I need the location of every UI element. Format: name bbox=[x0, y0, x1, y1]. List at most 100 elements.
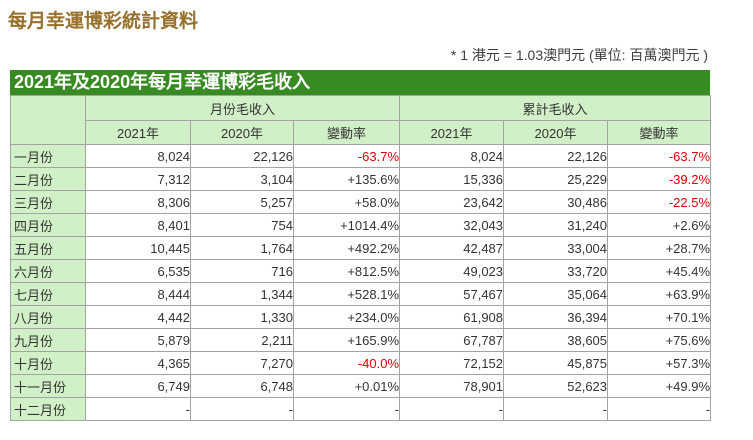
group-header-cumulative: 累計毛收入 bbox=[399, 95, 712, 121]
value-cell: 35,064 bbox=[503, 282, 609, 306]
value-cell: 72,152 bbox=[399, 351, 505, 375]
year-header: 2021年 bbox=[85, 120, 191, 145]
value-cell: 8,306 bbox=[85, 190, 191, 214]
value-cell: - bbox=[399, 397, 505, 421]
value-cell: 3,104 bbox=[190, 167, 294, 191]
value-cell: 8,401 bbox=[85, 213, 191, 237]
value-cell: 15,336 bbox=[399, 167, 505, 191]
value-cell: 33,720 bbox=[503, 259, 609, 283]
table-row: 十二月份 - - - - - - bbox=[10, 397, 712, 421]
value-cell: 6,749 bbox=[85, 374, 191, 398]
value-cell: 10,445 bbox=[85, 236, 191, 260]
value-cell: - bbox=[503, 397, 609, 421]
change-rate-cell: +492.2% bbox=[292, 236, 401, 260]
change-rate-cell: +0.01% bbox=[292, 374, 401, 398]
table-row: 二月份 7,312 3,104 +135.6% 15,336 25,229 -39.2% bbox=[10, 167, 712, 191]
change-rate-cell: +28.7% bbox=[607, 236, 712, 260]
year-header: 2021年 bbox=[399, 120, 505, 145]
unit-note: * 1 港元 = 1.03澳門元 (單位: 百萬澳門元 ) bbox=[450, 47, 708, 63]
change-rate-cell: +528.1% bbox=[292, 282, 401, 306]
stats-table: 月份毛收入 累計毛收入 2021年 2020年 變動率 2021年 2020年 … bbox=[10, 95, 712, 421]
table-row: 七月份 8,444 1,344 +528.1% 57,467 35,064 +63.9% bbox=[10, 282, 712, 306]
change-rate-cell: +49.9% bbox=[607, 374, 712, 398]
value-cell: 23,642 bbox=[399, 190, 505, 214]
change-rate-cell: -40.0% bbox=[292, 351, 401, 375]
value-cell: 33,004 bbox=[503, 236, 609, 260]
month-cell: 六月份 bbox=[10, 259, 86, 283]
change-rate-cell: +75.6% bbox=[607, 328, 712, 352]
change-rate-cell: +70.1% bbox=[607, 305, 712, 329]
change-rate-cell: +63.9% bbox=[607, 282, 712, 306]
value-cell: 5,879 bbox=[85, 328, 191, 352]
table-row: 三月份 8,306 5,257 +58.0% 23,642 30,486 -22.5% bbox=[10, 190, 712, 214]
table-row: 四月份 8,401 754 +1014.4% 32,043 31,240 +2.6% bbox=[10, 213, 712, 237]
value-cell: 8,024 bbox=[85, 144, 191, 168]
value-cell: 32,043 bbox=[399, 213, 505, 237]
change-rate-cell: +135.6% bbox=[292, 167, 401, 191]
change-rate-cell: - bbox=[292, 397, 401, 421]
value-cell: 7,312 bbox=[85, 167, 191, 191]
table-row: 十月份 4,365 7,270 -40.0% 72,152 45,875 +57.3% bbox=[10, 351, 712, 375]
value-cell: 30,486 bbox=[503, 190, 609, 214]
month-cell: 一月份 bbox=[10, 144, 86, 168]
group-header-monthly: 月份毛收入 bbox=[84, 95, 401, 121]
change-rate-cell: +234.0% bbox=[292, 305, 401, 329]
value-cell: 7,270 bbox=[190, 351, 294, 375]
change-rate-cell: +2.6% bbox=[607, 213, 712, 237]
value-cell: - bbox=[190, 397, 294, 421]
value-cell: 49,023 bbox=[399, 259, 505, 283]
value-cell: 38,605 bbox=[503, 328, 609, 352]
month-cell: 五月份 bbox=[10, 236, 86, 260]
change-rate-cell: -63.7% bbox=[607, 144, 712, 168]
month-cell: 十一月份 bbox=[10, 374, 86, 398]
page-title: 每月幸運博彩統計資料 bbox=[8, 11, 199, 32]
value-cell: 6,535 bbox=[85, 259, 191, 283]
group-header-row: 月份毛收入 累計毛收入 bbox=[10, 95, 712, 145]
value-cell: 31,240 bbox=[503, 213, 609, 237]
value-cell: 1,764 bbox=[190, 236, 294, 260]
value-cell: 716 bbox=[190, 259, 294, 283]
value-cell: 4,442 bbox=[85, 305, 191, 329]
table-row: 八月份 4,442 1,330 +234.0% 61,908 36,394 +70.1% bbox=[10, 305, 712, 329]
value-cell: 52,623 bbox=[503, 374, 609, 398]
table-row: 六月份 6,535 716 +812.5% 49,023 33,720 +45.4% bbox=[10, 259, 712, 283]
change-rate-cell: +165.9% bbox=[292, 328, 401, 352]
value-cell: 1,330 bbox=[190, 305, 294, 329]
month-cell: 九月份 bbox=[10, 328, 86, 352]
change-rate-cell: +812.5% bbox=[292, 259, 401, 283]
value-cell: 8,024 bbox=[399, 144, 505, 168]
value-cell: 42,487 bbox=[399, 236, 505, 260]
value-cell: - bbox=[85, 397, 191, 421]
month-column-header bbox=[10, 95, 86, 145]
value-cell: 8,444 bbox=[85, 282, 191, 306]
change-rate-cell: +57.3% bbox=[607, 351, 712, 375]
value-cell: 61,908 bbox=[399, 305, 505, 329]
value-cell: 57,467 bbox=[399, 282, 505, 306]
value-cell: 22,126 bbox=[190, 144, 294, 168]
value-cell: 4,365 bbox=[85, 351, 191, 375]
value-cell: 22,126 bbox=[503, 144, 609, 168]
month-cell: 十月份 bbox=[10, 351, 86, 375]
change-rate-cell: +1014.4% bbox=[292, 213, 401, 237]
month-cell: 十二月份 bbox=[10, 397, 86, 421]
value-cell: 5,257 bbox=[190, 190, 294, 214]
value-cell: 754 bbox=[190, 213, 294, 237]
value-cell: 78,901 bbox=[399, 374, 505, 398]
value-cell: 2,211 bbox=[190, 328, 294, 352]
change-rate-cell: -39.2% bbox=[607, 167, 712, 191]
change-rate-header: 變動率 bbox=[607, 120, 712, 145]
month-cell: 八月份 bbox=[10, 305, 86, 329]
change-rate-cell: -22.5% bbox=[607, 190, 712, 214]
value-cell: 25,229 bbox=[503, 167, 609, 191]
value-cell: 1,344 bbox=[190, 282, 294, 306]
change-rate-cell: +58.0% bbox=[292, 190, 401, 214]
month-cell: 四月份 bbox=[10, 213, 86, 237]
change-rate-header: 變動率 bbox=[292, 120, 401, 145]
change-rate-cell: - bbox=[607, 397, 712, 421]
value-cell: 6,748 bbox=[190, 374, 294, 398]
table-row: 九月份 5,879 2,211 +165.9% 67,787 38,605 +75.6% bbox=[10, 328, 712, 352]
year-header-row: 2021年 2020年 變動率 2021年 2020年 變動率 bbox=[11, 120, 712, 145]
month-cell: 七月份 bbox=[10, 282, 86, 306]
table-caption-bar: 2021年及2020年每月幸運博彩毛收入 bbox=[10, 70, 710, 95]
